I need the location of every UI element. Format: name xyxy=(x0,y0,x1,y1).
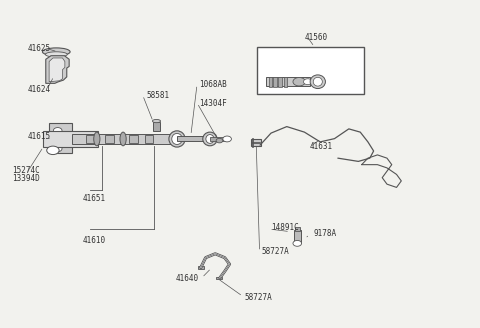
Circle shape xyxy=(47,146,59,154)
Bar xyxy=(278,76,281,87)
Ellipse shape xyxy=(120,132,126,146)
Text: 41631: 41631 xyxy=(309,142,332,151)
Text: 41651: 41651 xyxy=(83,194,106,203)
Circle shape xyxy=(223,136,231,142)
Bar xyxy=(198,266,204,269)
Circle shape xyxy=(293,240,301,246)
Text: 41625: 41625 xyxy=(28,44,51,53)
Bar xyxy=(177,136,209,141)
Bar xyxy=(86,135,95,143)
Bar xyxy=(216,277,222,279)
Bar xyxy=(153,122,160,132)
Bar xyxy=(269,76,272,87)
Text: 13394D: 13394D xyxy=(12,174,40,183)
Polygon shape xyxy=(49,58,65,82)
Text: 14304F: 14304F xyxy=(199,99,227,108)
Text: 15274C: 15274C xyxy=(12,166,40,175)
Ellipse shape xyxy=(169,131,185,147)
Ellipse shape xyxy=(153,119,160,123)
Text: 58727A: 58727A xyxy=(245,293,273,302)
Bar xyxy=(144,135,153,143)
Text: 58581: 58581 xyxy=(147,91,170,100)
Bar xyxy=(129,135,138,143)
Ellipse shape xyxy=(310,75,325,89)
Ellipse shape xyxy=(313,77,323,86)
Bar xyxy=(257,47,364,94)
Ellipse shape xyxy=(203,132,217,146)
Circle shape xyxy=(303,79,312,85)
Text: 41615: 41615 xyxy=(28,132,51,141)
Text: 14891C: 14891C xyxy=(271,223,299,232)
Ellipse shape xyxy=(172,133,182,145)
Polygon shape xyxy=(49,123,72,153)
Text: 41610: 41610 xyxy=(83,236,106,245)
Bar xyxy=(284,76,287,87)
Bar xyxy=(43,132,98,147)
Text: 1068AB: 1068AB xyxy=(199,80,227,89)
Text: 41560: 41560 xyxy=(304,33,327,42)
Circle shape xyxy=(293,77,305,86)
Bar xyxy=(251,139,261,146)
Ellipse shape xyxy=(94,132,100,146)
Ellipse shape xyxy=(206,134,214,143)
Bar xyxy=(266,77,310,86)
Circle shape xyxy=(53,128,62,133)
Bar xyxy=(295,227,300,231)
Text: 41624: 41624 xyxy=(28,85,51,94)
Text: 58727A: 58727A xyxy=(262,247,289,256)
Text: 41640: 41640 xyxy=(176,274,199,283)
Bar xyxy=(274,76,277,87)
Bar xyxy=(106,135,114,143)
Circle shape xyxy=(53,146,62,152)
Ellipse shape xyxy=(42,48,70,56)
Bar xyxy=(210,137,227,141)
Polygon shape xyxy=(46,56,69,83)
Bar xyxy=(294,230,300,243)
Bar xyxy=(72,134,180,144)
Ellipse shape xyxy=(45,52,67,57)
Circle shape xyxy=(216,138,223,143)
Text: 9178A: 9178A xyxy=(314,229,337,238)
